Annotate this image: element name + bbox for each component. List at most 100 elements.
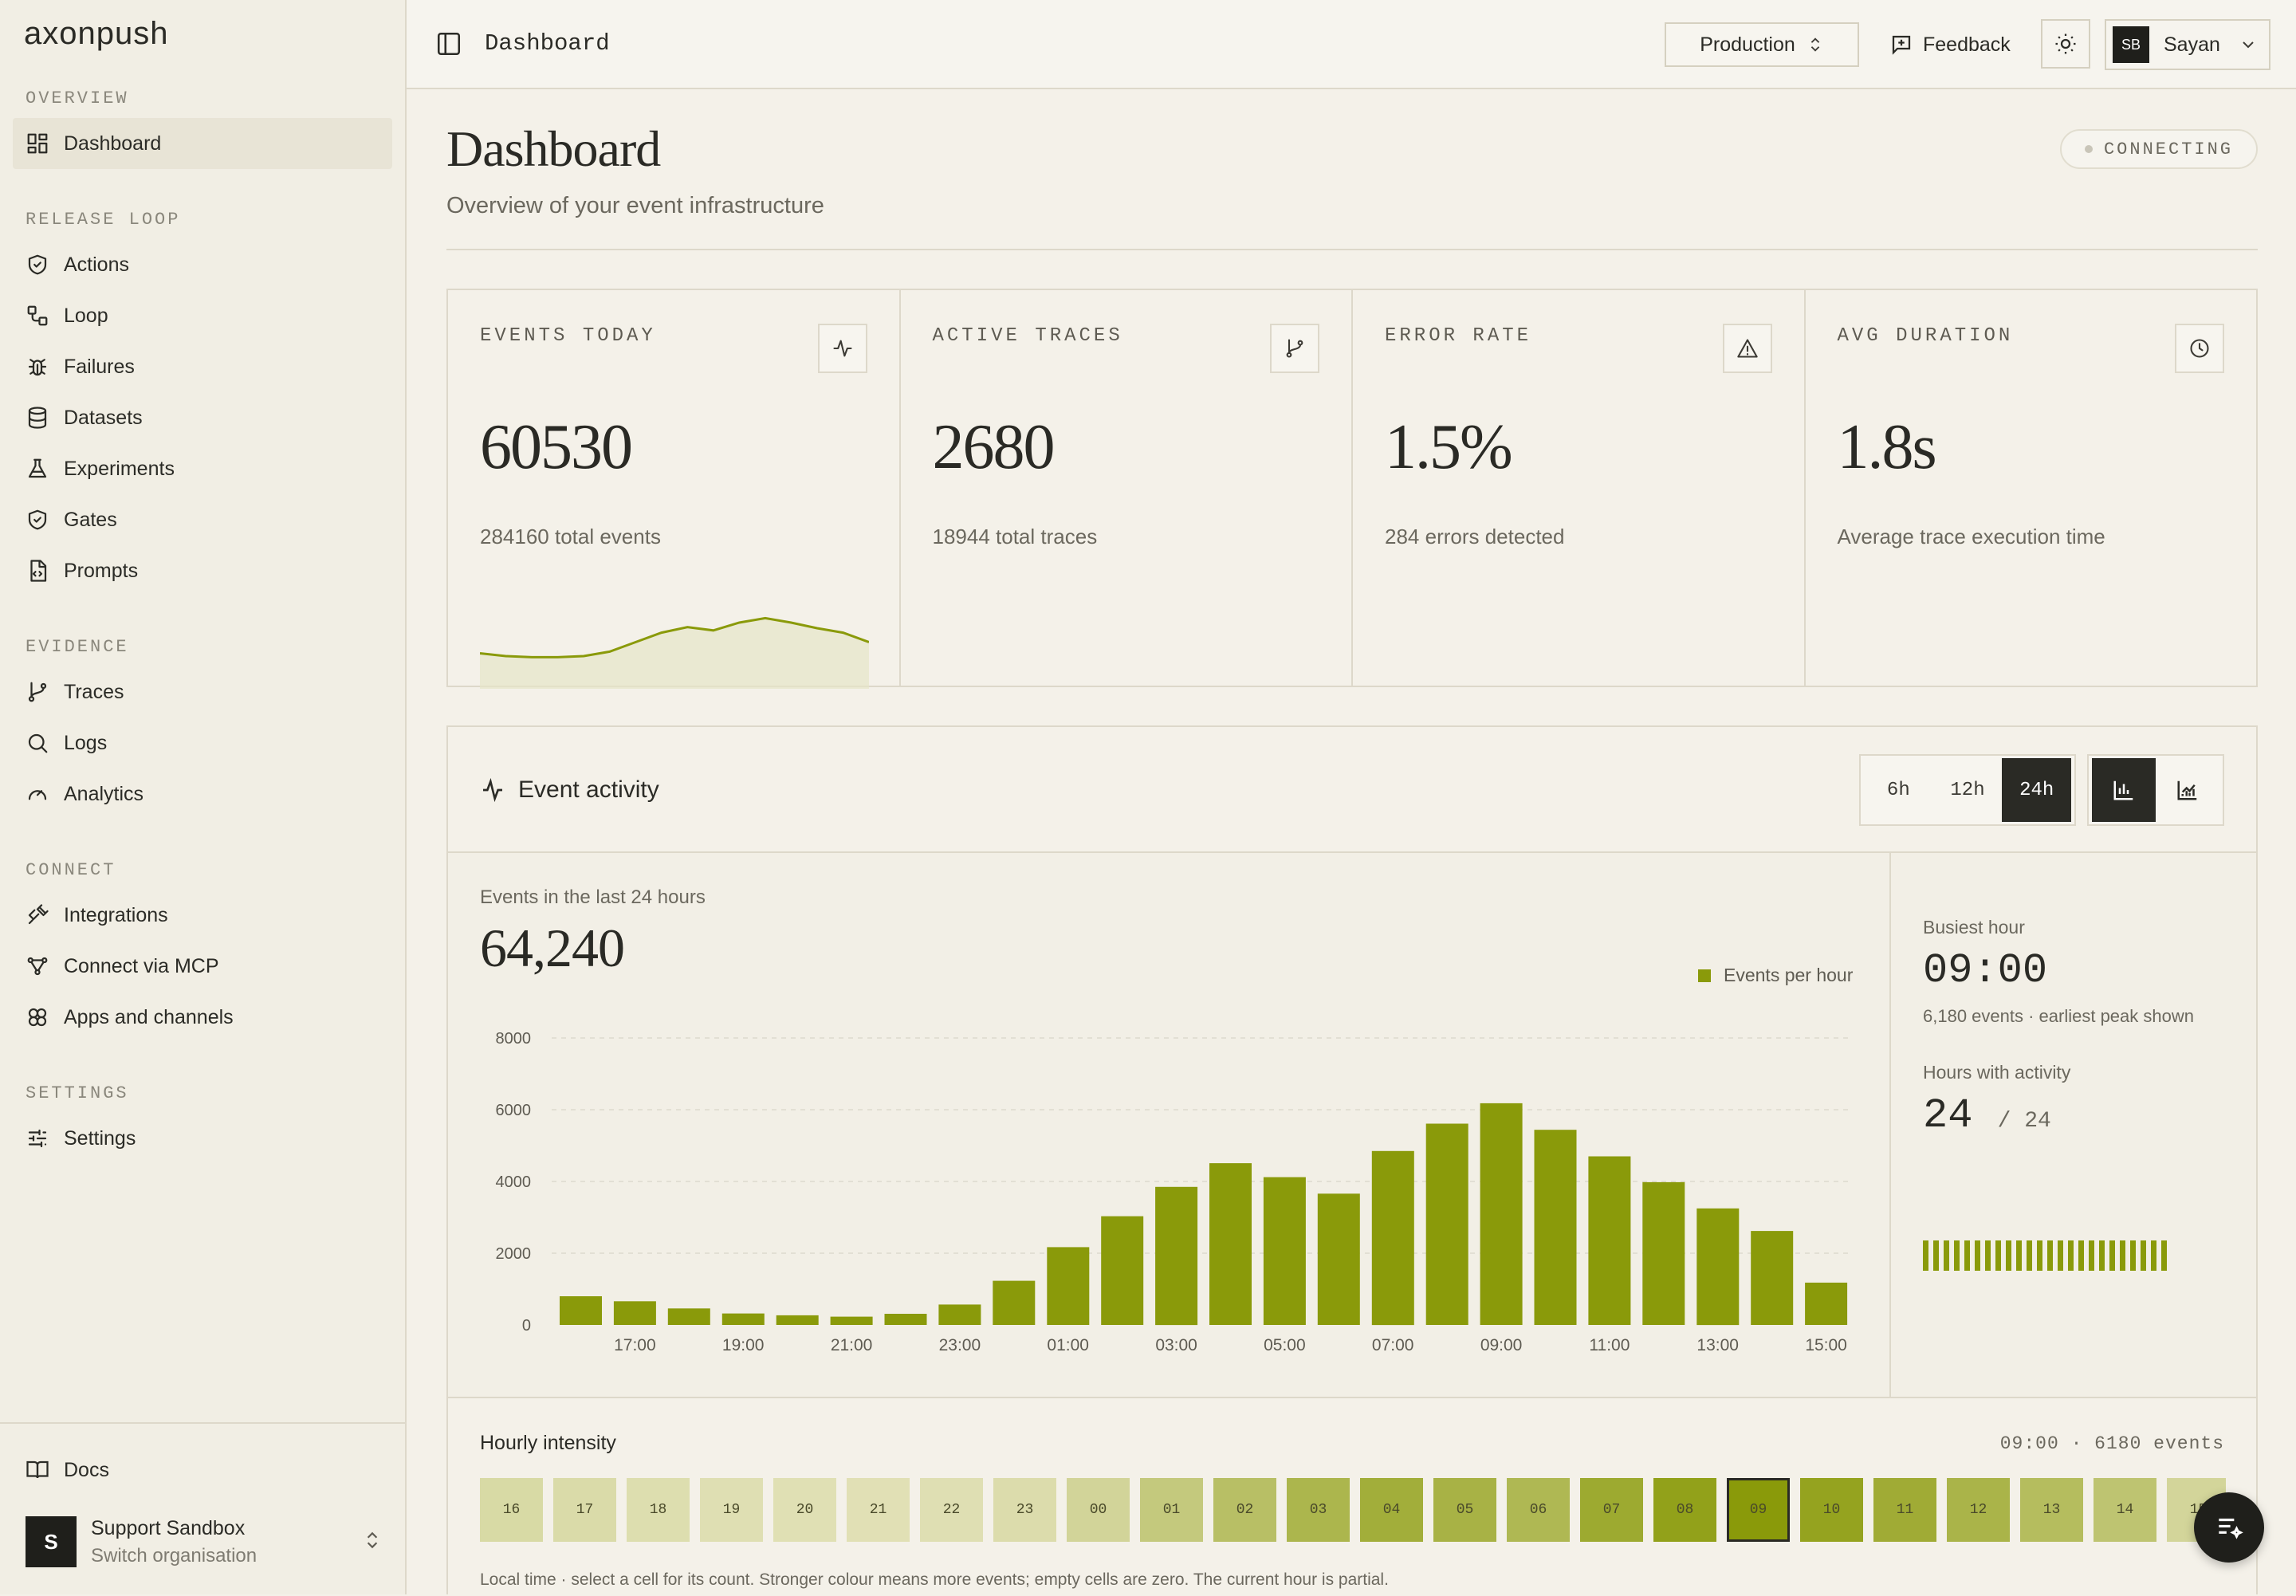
sidebar-toggle-icon[interactable] xyxy=(435,30,464,59)
hour-activity-tick xyxy=(1985,1240,1991,1271)
intensity-cell-14[interactable]: 14 xyxy=(2094,1478,2156,1542)
bar-16:00[interactable] xyxy=(560,1296,602,1325)
sidebar-item-apps-and-channels[interactable]: Apps and channels xyxy=(13,992,392,1043)
intensity-cell-07[interactable]: 07 xyxy=(1580,1478,1643,1542)
sidebar-item-datasets[interactable]: Datasets xyxy=(13,392,392,443)
intensity-cell-01[interactable]: 01 xyxy=(1140,1478,1203,1542)
range-6h-button[interactable]: 6h xyxy=(1886,779,1910,801)
bar-23:00[interactable] xyxy=(938,1304,981,1325)
hours-active-total: / 24 xyxy=(1997,1109,2051,1134)
feedback-button[interactable]: Feedback xyxy=(1889,22,2011,67)
network-icon xyxy=(26,954,49,978)
intensity-cell-00[interactable]: 00 xyxy=(1067,1478,1130,1542)
git-branch-icon xyxy=(1270,324,1319,373)
bar-09:00[interactable] xyxy=(1480,1103,1523,1325)
hour-activity-tick xyxy=(2027,1240,2032,1271)
shield-check-icon xyxy=(26,253,49,277)
bar-15:00[interactable] xyxy=(1805,1282,1848,1325)
bar-10:00[interactable] xyxy=(1534,1130,1577,1325)
boxes-icon xyxy=(26,1005,49,1029)
intensity-cell-16[interactable]: 16 xyxy=(480,1478,543,1542)
area-chart-view-button[interactable] xyxy=(2156,758,2219,822)
bar-20:00[interactable] xyxy=(776,1315,819,1325)
intensity-cell-02[interactable]: 02 xyxy=(1213,1478,1276,1542)
intensity-cell-11[interactable]: 11 xyxy=(1873,1478,1936,1542)
sidebar-item-dashboard[interactable]: Dashboard xyxy=(13,118,392,169)
bar-05:00[interactable] xyxy=(1263,1177,1306,1325)
assistant-fab-button[interactable] xyxy=(2194,1492,2264,1563)
intensity-cell-08[interactable]: 08 xyxy=(1653,1478,1716,1542)
hour-activity-tick xyxy=(1954,1240,1960,1271)
bar-12:00[interactable] xyxy=(1642,1181,1685,1325)
sidebar-item-traces[interactable]: Traces xyxy=(13,666,392,717)
bar-11:00[interactable] xyxy=(1588,1156,1631,1326)
logo[interactable]: axonpush xyxy=(24,16,169,51)
sidebar-item-docs[interactable]: Docs xyxy=(13,1445,392,1496)
bar-08:00[interactable] xyxy=(1425,1123,1468,1326)
sidebar-item-prompts[interactable]: Prompts xyxy=(13,545,392,596)
intensity-cell-20[interactable]: 20 xyxy=(773,1478,836,1542)
intensity-cell-04[interactable]: 04 xyxy=(1360,1478,1423,1542)
range-24h-button[interactable]: 24h xyxy=(2002,758,2072,822)
bar-00:00[interactable] xyxy=(993,1280,1036,1325)
git-branch-icon xyxy=(26,680,49,704)
intensity-cell-12[interactable]: 12 xyxy=(1947,1478,2010,1542)
range-12h-button[interactable]: 12h xyxy=(1950,779,1985,801)
sidebar-item-experiments[interactable]: Experiments xyxy=(13,443,392,494)
sidebar-item-label: Logs xyxy=(64,731,108,754)
time-range-toggle: 6h 12h 24h xyxy=(1859,754,2076,826)
intensity-cell-17[interactable]: 17 xyxy=(553,1478,616,1542)
sliders-icon xyxy=(26,1126,49,1150)
theme-toggle-button[interactable] xyxy=(2041,19,2090,69)
intensity-cell-09[interactable]: 09 xyxy=(1727,1478,1790,1542)
sidebar-item-analytics[interactable]: Analytics xyxy=(13,769,392,820)
user-menu[interactable]: SB Sayan xyxy=(2105,19,2270,70)
status-text: CONNECTING xyxy=(2103,139,2234,159)
intensity-cell-18[interactable]: 18 xyxy=(627,1478,690,1542)
intensity-cell-22[interactable]: 22 xyxy=(920,1478,983,1542)
bar-06:00[interactable] xyxy=(1317,1193,1360,1325)
bar-07:00[interactable] xyxy=(1371,1150,1414,1326)
bar-04:00[interactable] xyxy=(1209,1163,1252,1325)
sidebar-item-actions[interactable]: Actions xyxy=(13,239,392,290)
intensity-cell-10[interactable]: 10 xyxy=(1800,1478,1863,1542)
bar-03:00[interactable] xyxy=(1155,1186,1198,1326)
intensity-cell-05[interactable]: 05 xyxy=(1433,1478,1496,1542)
sidebar-item-integrations[interactable]: Integrations xyxy=(13,890,392,941)
sidebar-item-settings[interactable]: Settings xyxy=(13,1113,392,1164)
intensity-cell-19[interactable]: 19 xyxy=(700,1478,763,1542)
y-tick-label: 8000 xyxy=(496,1030,532,1048)
org-text: Support Sandbox Switch organisation xyxy=(91,1517,362,1567)
bar-chart-view-button[interactable] xyxy=(2092,758,2156,822)
bar-17:00[interactable] xyxy=(613,1301,656,1325)
intensity-cell-23[interactable]: 23 xyxy=(993,1478,1056,1542)
x-tick-label: 19:00 xyxy=(722,1336,765,1354)
bar-22:00[interactable] xyxy=(884,1314,927,1325)
stat-label: ACTIVE TRACES xyxy=(932,325,1123,347)
environment-select[interactable]: Production xyxy=(1665,22,1859,67)
bar-13:00[interactable] xyxy=(1696,1208,1740,1326)
sidebar-item-logs[interactable]: Logs xyxy=(13,717,392,769)
sidebar-item-loop[interactable]: Loop xyxy=(13,290,392,341)
avatar: SB xyxy=(2113,26,2149,63)
sidebar-item-gates[interactable]: Gates xyxy=(13,494,392,545)
x-tick-label: 21:00 xyxy=(831,1336,873,1354)
intensity-cell-21[interactable]: 21 xyxy=(847,1478,910,1542)
y-tick-label: 4000 xyxy=(496,1173,532,1191)
bar-19:00[interactable] xyxy=(721,1313,765,1325)
stat-subtext: 284160 total events xyxy=(480,525,661,548)
bar-21:00[interactable] xyxy=(830,1316,873,1325)
sidebar-item-failures[interactable]: Failures xyxy=(13,341,392,392)
bar-01:00[interactable] xyxy=(1047,1247,1090,1325)
intensity-cell-06[interactable]: 06 xyxy=(1507,1478,1570,1542)
bar-18:00[interactable] xyxy=(667,1308,710,1325)
sidebar-item-connect-via-mcp[interactable]: Connect via MCP xyxy=(13,941,392,992)
activity-icon xyxy=(480,777,505,803)
intensity-cell-13[interactable]: 13 xyxy=(2020,1478,2083,1542)
bar-02:00[interactable] xyxy=(1101,1216,1144,1325)
divider xyxy=(446,249,2258,250)
org-switcher[interactable]: S Support Sandbox Switch organisation xyxy=(26,1511,383,1572)
bar-14:00[interactable] xyxy=(1751,1231,1794,1325)
intensity-cell-03[interactable]: 03 xyxy=(1287,1478,1350,1542)
chart-view-toggle xyxy=(2087,754,2224,826)
